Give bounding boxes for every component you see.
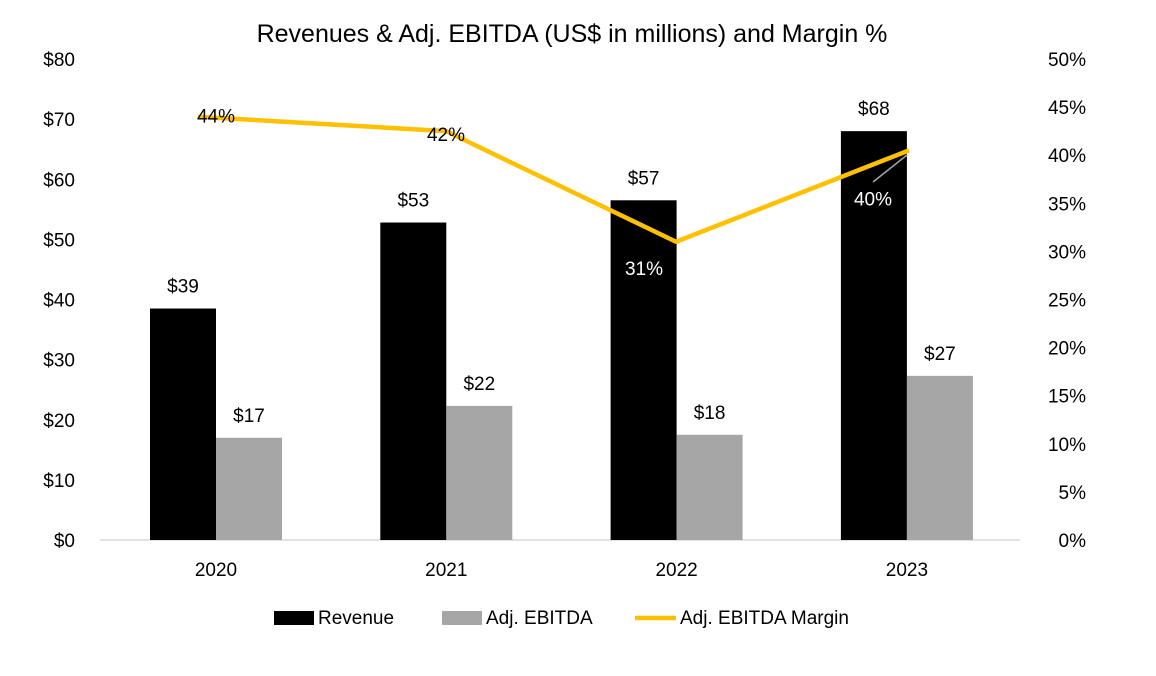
chart-title: Revenues & Adj. EBITDA (US$ in millions)… xyxy=(257,20,888,48)
y-left-tick-label: $30 xyxy=(43,351,75,372)
x-tick-label: 2021 xyxy=(425,560,467,581)
y-left-tick-label: $40 xyxy=(43,291,75,312)
y-left-tick-label: $80 xyxy=(43,50,75,71)
revenue-data-label: $57 xyxy=(628,168,660,189)
adj-ebitda-bar xyxy=(906,375,973,540)
adj-ebitda-data-label: $18 xyxy=(694,403,726,424)
y-right-tick-label: 50% xyxy=(1048,50,1086,71)
legend-swatch-revenue xyxy=(274,611,314,625)
legend-swatch-adj-ebitda xyxy=(442,611,482,625)
margin-data-label: 42% xyxy=(427,125,465,146)
margin-data-label: 44% xyxy=(197,107,235,128)
y-left-tick-label: $70 xyxy=(43,110,75,131)
y-right-tick-label: 45% xyxy=(1048,98,1086,119)
revenue-data-label: $53 xyxy=(397,191,429,212)
adj-ebitda-bar xyxy=(676,434,743,540)
margin-data-label: 31% xyxy=(625,259,663,280)
revenue-bar xyxy=(610,200,677,540)
y-left-tick-label: $0 xyxy=(54,531,75,552)
revenue-data-label: $39 xyxy=(167,277,199,298)
revenue-bar xyxy=(840,131,907,540)
y-left-tick-label: $20 xyxy=(43,411,75,432)
legend-label-revenue: Revenue xyxy=(318,608,394,629)
y-right-tick-label: 40% xyxy=(1048,146,1086,167)
y-right-tick-label: 10% xyxy=(1048,435,1086,456)
adj-ebitda-bar xyxy=(446,405,513,540)
margin-data-label: 40% xyxy=(854,189,892,210)
legend-label-adj-ebitda: Adj. EBITDA xyxy=(486,608,593,629)
y-right-tick-label: 0% xyxy=(1059,531,1087,552)
y-left-tick-label: $60 xyxy=(43,170,75,191)
y-right-tick-label: 5% xyxy=(1059,483,1087,504)
revenue-bar xyxy=(150,308,216,540)
margin-label-leader-line xyxy=(872,154,908,183)
x-tick-label: 2023 xyxy=(886,560,928,581)
y-right-tick-label: 30% xyxy=(1048,242,1086,263)
y-left-tick-label: $10 xyxy=(43,471,75,492)
adj-ebitda-data-label: $17 xyxy=(233,406,265,427)
x-tick-label: 2020 xyxy=(195,560,237,581)
legend-label-margin: Adj. EBITDA Margin xyxy=(680,608,849,629)
revenue-data-label: $68 xyxy=(858,99,890,120)
adj-ebitda-data-label: $27 xyxy=(924,344,956,365)
y-right-tick-label: 25% xyxy=(1048,291,1086,312)
y-right-tick-label: 15% xyxy=(1048,387,1086,408)
y-right-tick-label: 20% xyxy=(1048,339,1086,360)
y-left-tick-label: $50 xyxy=(43,230,75,251)
adj-ebitda-bar xyxy=(216,437,282,540)
adj-ebitda-data-label: $22 xyxy=(463,374,495,395)
revenue-bar xyxy=(380,222,447,541)
x-tick-label: 2022 xyxy=(655,560,697,581)
y-right-tick-label: 35% xyxy=(1048,194,1086,215)
margin-line xyxy=(197,114,910,245)
